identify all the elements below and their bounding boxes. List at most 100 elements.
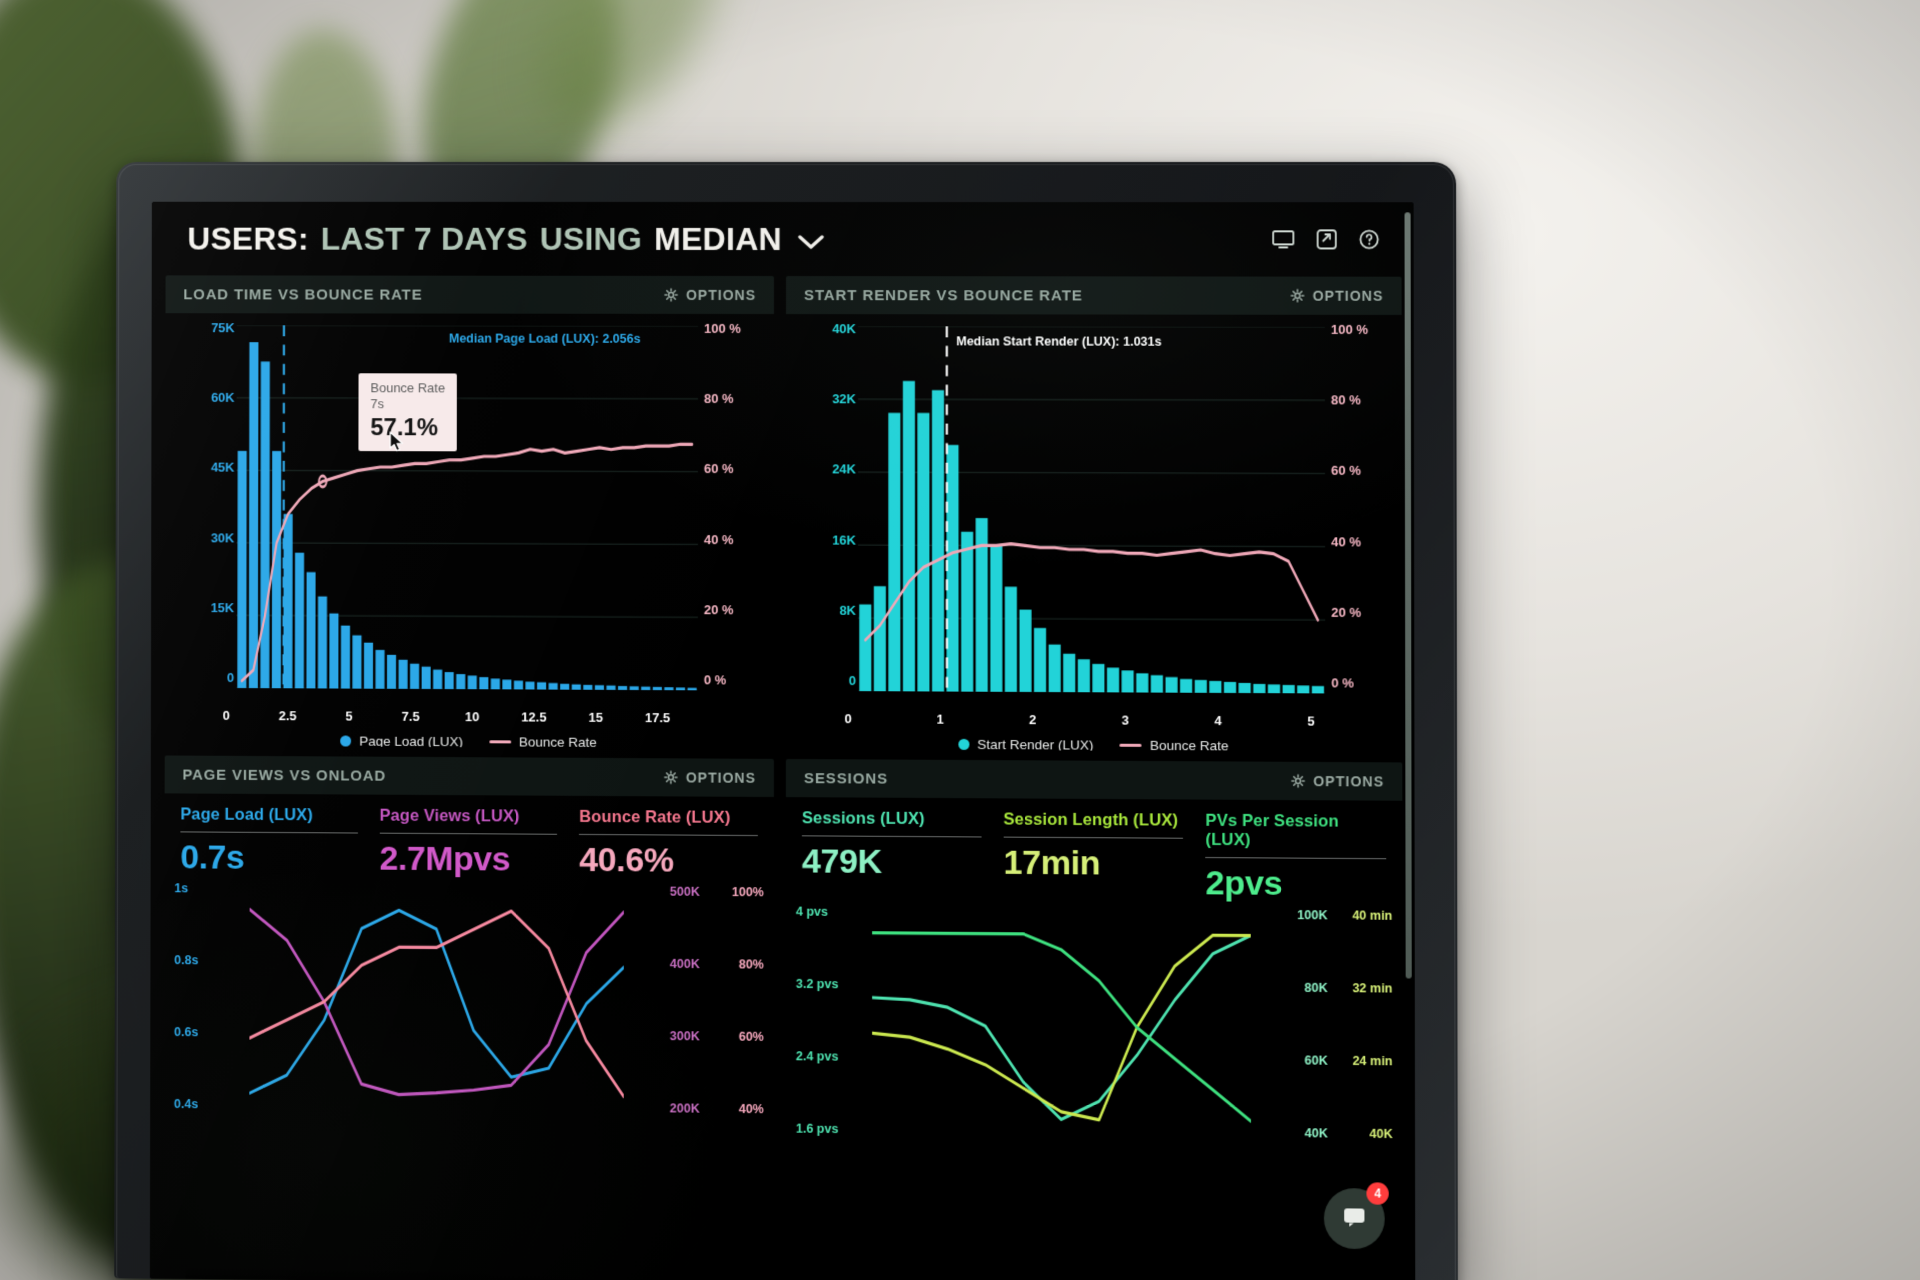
panel-header: START RENDER VS BOUNCE RATE OPTIONS [785, 276, 1402, 315]
metric-row: Sessions (LUX) 479K Session Length (LUX)… [786, 797, 1403, 905]
options-label: OPTIONS [686, 286, 756, 304]
metric-rule [579, 833, 758, 837]
legend-dot-icon [340, 735, 352, 747]
legend-item[interactable]: Bounce Rate [1119, 738, 1229, 752]
chat-icon [1341, 1203, 1367, 1235]
chat-badge: 4 [1366, 1182, 1389, 1205]
metric-value: 479K [801, 842, 882, 882]
metric-label: Page Load (LUX) [180, 805, 313, 825]
title-metric: MEDIAN [654, 220, 782, 257]
y2-tick: 80 % [1330, 392, 1361, 408]
y-axis-left: 75K 60K 45K 30K 15K 0 [179, 320, 235, 688]
title-range: LAST 7 DAYS [320, 220, 528, 257]
laptop-screen: USERS: LAST 7 DAYS USING MEDIAN [149, 201, 1416, 1280]
legend-label: Start Render (LUX) [977, 736, 1094, 753]
chart-plot-area: 40K 32K 24K 16K 8K 0 100 % 80 % 60 % [796, 321, 1392, 694]
legend-line-icon [488, 740, 511, 744]
page-views-sparkline-svg [249, 882, 624, 1115]
y-tick: 32K [832, 391, 857, 407]
panel-header: PAGE VIEWS VS ONLOAD OPTIONS [164, 755, 774, 798]
options-button[interactable]: OPTIONS [1290, 288, 1383, 304]
y-tick: 500K [669, 884, 700, 899]
y2-tick: 60 % [1331, 463, 1362, 479]
sparkline-area: 1s 0.8s 0.6s 0.4s 500K 400K 300K 200K [164, 881, 774, 1116]
chevron-down-icon[interactable] [798, 221, 824, 258]
y-axis-right: 100 % 80 % 60 % 40 % 20 % 0 % [703, 321, 760, 691]
y-tick: 40 min [1352, 908, 1393, 923]
options-button[interactable]: OPTIONS [663, 769, 756, 786]
panel-title: START RENDER VS BOUNCE RATE [803, 286, 1083, 304]
sparkline-y-axis-right: 100% 80% 60% 40% [702, 885, 764, 1116]
chart-canvas [236, 325, 698, 690]
y-tick: 0.8s [174, 953, 199, 968]
options-label: OPTIONS [1313, 773, 1385, 790]
metric-value: 40.6% [579, 840, 674, 880]
sessions-sparkline-svg [872, 905, 1251, 1140]
dashboard: USERS: LAST 7 DAYS USING MEDIAN [149, 201, 1416, 1280]
legend-item[interactable]: Start Render (LUX) [958, 736, 1094, 753]
y2-tick: 100 % [704, 320, 741, 337]
x-tick: 3 [1121, 712, 1129, 728]
y2-tick: 20 % [703, 601, 734, 618]
metric-page-load: Page Load (LUX) 0.7s [180, 805, 358, 878]
legend-item[interactable]: Page Load (LUX) [340, 733, 463, 749]
panel-load-time-vs-bounce-rate: LOAD TIME VS BOUNCE RATE OPTIONS 75K [164, 275, 774, 749]
metric-label: Bounce Rate (LUX) [579, 807, 731, 827]
y-tick: 0 [848, 672, 857, 689]
metric-rule [180, 831, 358, 834]
gear-icon [1291, 774, 1305, 788]
y-tick: 15K [210, 599, 235, 615]
monitor-icon[interactable] [1272, 230, 1294, 248]
metric-label: Sessions (LUX) [801, 809, 925, 829]
chart-canvas [858, 326, 1325, 693]
y-tick: 60K [210, 390, 235, 406]
metric-page-views: Page Views (LUX) 2.7Mpvs [379, 806, 558, 880]
chat-button[interactable]: 4 [1323, 1182, 1389, 1250]
help-icon[interactable] [1359, 229, 1379, 249]
y-tick: 2.4 pvs [795, 1049, 839, 1064]
metric-sessions: Sessions (LUX) 479K [801, 809, 982, 902]
y2-tick: 40 % [1331, 533, 1362, 550]
x-tick: 1 [936, 711, 944, 727]
x-tick: 0 [222, 707, 230, 723]
x-tick: 7.5 [401, 708, 420, 724]
options-button[interactable]: OPTIONS [664, 287, 756, 303]
legend-item[interactable]: Bounce Rate [488, 734, 597, 749]
y-tick: 0.4s [173, 1096, 199, 1112]
metric-value: 2pvs [1205, 864, 1283, 903]
chart-legend: Page Load (LUX) Bounce Rate [165, 733, 774, 749]
y-tick: 32 min [1352, 981, 1393, 996]
x-axis: 0 1 2 3 4 5 [844, 711, 1335, 730]
y-axis-left: 40K 32K 24K 16K 8K 0 [800, 321, 857, 691]
x-tick: 5 [1307, 713, 1315, 729]
share-icon[interactable] [1317, 229, 1337, 249]
y-tick: 100K [1297, 908, 1328, 923]
metric-label: Page Views (LUX) [379, 806, 520, 826]
x-tick: 12.5 [521, 709, 547, 725]
metric-label: PVs Per Session (LUX) [1205, 811, 1339, 850]
y2-tick: 20 % [1331, 604, 1362, 620]
legend-dot-icon [958, 738, 970, 750]
panel-grid: LOAD TIME VS BOUNCE RATE OPTIONS 75K [150, 275, 1415, 1142]
chart-body: 40K 32K 24K 16K 8K 0 100 % 80 % 60 % [786, 314, 1402, 752]
y-tick: 40K [1304, 1126, 1328, 1141]
page-scrollbar[interactable] [1404, 212, 1412, 979]
y-tick: 0 [226, 669, 235, 685]
y2-tick: 0 % [703, 672, 727, 688]
median-annotation-label: Median Page Load (LUX): 2.056s [448, 331, 641, 346]
chart-legend: Start Render (LUX) Bounce Rate [786, 736, 1402, 752]
page-title[interactable]: USERS: LAST 7 DAYS USING MEDIAN [187, 220, 824, 257]
y-tick: 24K [832, 461, 857, 477]
y-axis-right: 100 % 80 % 60 % 40 % 20 % 0 % [1330, 322, 1388, 694]
panel-header: SESSIONS OPTIONS [785, 758, 1403, 801]
metric-value: 2.7Mpvs [379, 839, 511, 879]
options-button[interactable]: OPTIONS [1291, 773, 1384, 790]
sparkline-canvas [249, 882, 624, 1115]
y2-tick: 60 % [703, 461, 734, 477]
y-tick: 40K [1369, 1126, 1393, 1142]
title-using: USING [539, 220, 643, 257]
y-tick: 0.6s [174, 1025, 199, 1040]
legend-line-icon [1119, 743, 1142, 747]
y-tick: 4 pvs [795, 904, 828, 919]
x-tick: 17.5 [644, 710, 671, 726]
